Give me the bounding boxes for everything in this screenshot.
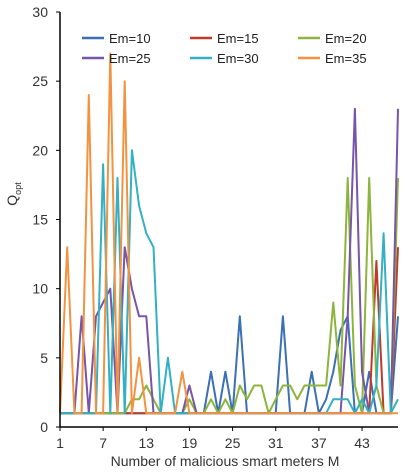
x-tick-label: 31: [268, 435, 284, 451]
x-tick-label: 43: [354, 435, 370, 451]
legend: Em=10 Em=15 Em=20 Em=25 Em=30 Em=35: [82, 31, 367, 66]
y-tick-label: 10: [32, 281, 48, 297]
series-lines: [59, 52, 399, 415]
legend-label: Em=30: [217, 51, 259, 66]
y-tick-label: 0: [40, 419, 48, 435]
x-tick-label: 25: [225, 435, 241, 451]
legend-label: Em=20: [325, 31, 367, 46]
x-tick-label: 19: [182, 435, 198, 451]
legend-label: Em=35: [325, 51, 367, 66]
legend-label: Em=10: [109, 31, 151, 46]
y-axis-title-subscript: opt: [13, 182, 23, 195]
x-tick-label: 37: [311, 435, 327, 451]
y-tick-label: 25: [32, 73, 48, 89]
series-line-6: [59, 52, 398, 415]
y-tick-label: 5: [40, 350, 48, 366]
y-tick-label: 20: [32, 142, 48, 158]
y-tick-label: 30: [32, 4, 48, 20]
x-tick-label: 13: [139, 435, 155, 451]
y-axis-ticks: 0 5 10 15 20 25 30: [32, 4, 60, 435]
legend-label: Em=25: [109, 51, 151, 66]
x-tick-label: 7: [99, 435, 107, 451]
x-axis-title: Number of malicious smart meters M: [111, 453, 340, 469]
series-line-3: [60, 177, 399, 415]
y-axis-title-main: Q: [4, 195, 20, 206]
y-axis-title: Qopt: [4, 182, 23, 206]
y-tick-label: 15: [32, 212, 48, 228]
x-tick-label: 1: [56, 435, 64, 451]
legend-label: Em=15: [217, 31, 259, 46]
x-axis-ticks: 1 7 13 19 25 31 37 43: [56, 427, 370, 451]
